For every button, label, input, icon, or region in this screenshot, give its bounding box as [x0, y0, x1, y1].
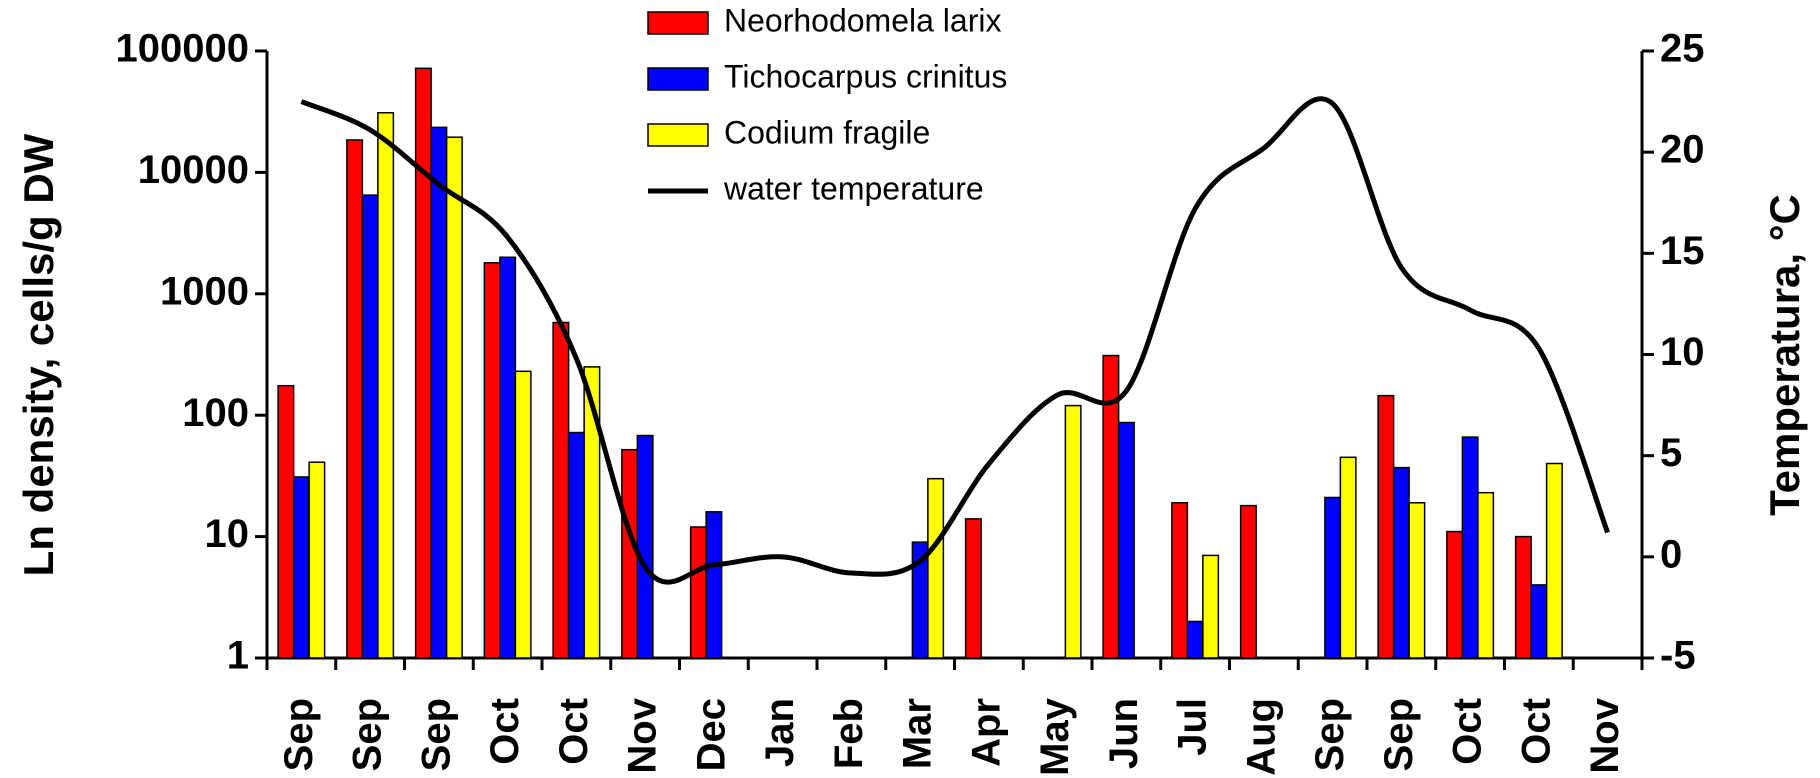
y-tick-label: 100 [182, 391, 249, 435]
x-tick-label: Feb [827, 698, 871, 769]
bar [430, 126, 448, 659]
y2-tick-label: 25 [1660, 27, 1705, 71]
bar [377, 111, 395, 659]
bar [277, 384, 295, 659]
bar [414, 67, 432, 659]
bar [1324, 496, 1342, 659]
x-tick-label: Jul [1171, 698, 1215, 756]
y2-tick-label: 10 [1660, 330, 1705, 374]
bar [499, 256, 517, 659]
x-tick-label: Oct [483, 698, 527, 765]
bar [1530, 584, 1548, 659]
x-tick-label: Oct [1446, 698, 1490, 765]
legend-swatch [647, 11, 709, 35]
x-tick-label: Sep [277, 698, 321, 771]
x-tick-label: Oct [552, 698, 596, 765]
y-tick-label: 10 [205, 512, 250, 556]
y-tick-label: 10000 [138, 148, 249, 192]
y2-tick-label: 15 [1660, 229, 1705, 273]
x-tick-label: Aug [1239, 698, 1283, 776]
bar [1117, 421, 1135, 659]
x-tick-label: Jun [1102, 698, 1146, 769]
bar [445, 136, 463, 659]
bar [1446, 530, 1464, 659]
bar [1545, 462, 1563, 659]
legend-label: water temperature [723, 170, 984, 206]
x-tick-label: Oct [1514, 698, 1558, 765]
x-tick-label: Sep [414, 698, 458, 771]
bar [1461, 436, 1479, 659]
x-tick-label: Sep [1308, 698, 1352, 771]
y2-axis-title: Temperatura, °C [1761, 194, 1808, 516]
x-tick-label: Sep [346, 698, 390, 771]
x-tick-label: Jan [758, 698, 802, 767]
line [300, 96, 1610, 585]
legend-label: Neorhodomela larix [724, 2, 1001, 38]
y-tick-label: 1000 [160, 269, 249, 313]
bar [346, 139, 364, 659]
bar [689, 526, 707, 659]
bar [705, 511, 723, 659]
bar [1477, 491, 1495, 659]
y-tick-label: 1 [227, 634, 249, 678]
x-tick-label: Sep [1377, 698, 1421, 771]
x-tick-label: Nov [1583, 697, 1627, 773]
bar [1202, 554, 1220, 659]
legend-label: Tichocarpus crinitus [724, 58, 1007, 94]
x-tick-label: May [1033, 697, 1077, 776]
y2-tick-label: -5 [1660, 634, 1696, 678]
bar [1392, 466, 1410, 659]
y2-tick-label: 0 [1660, 532, 1682, 576]
bar [552, 321, 570, 659]
legend-label: Codium fragile [724, 114, 930, 150]
bar [1171, 502, 1189, 659]
bar [1514, 535, 1532, 659]
x-tick-label: Dec [689, 698, 733, 771]
bar [1239, 504, 1257, 659]
bar [361, 194, 379, 659]
y2-tick-label: 5 [1660, 431, 1682, 475]
bar [567, 431, 585, 659]
y-tick-label: 100000 [116, 27, 249, 71]
legend-swatch [647, 67, 709, 91]
bar [636, 434, 654, 659]
legend-swatch [647, 123, 709, 147]
y-axis-title: Ln density, cells/g DW [15, 133, 62, 576]
x-tick-label: Apr [964, 698, 1008, 767]
bar [964, 518, 982, 659]
bar [583, 366, 601, 659]
y2-tick-label: 20 [1660, 128, 1705, 172]
bar [308, 461, 326, 659]
bar [621, 448, 639, 659]
x-tick-label: Mar [896, 698, 940, 769]
bar [292, 476, 310, 659]
bar [927, 477, 945, 659]
bar [1408, 502, 1426, 659]
bar [1064, 404, 1082, 659]
bar [1377, 394, 1395, 659]
x-tick-label: Nov [621, 697, 665, 773]
bar [1339, 456, 1357, 659]
bar [1186, 620, 1204, 659]
bar [514, 370, 532, 659]
bar [483, 262, 501, 659]
